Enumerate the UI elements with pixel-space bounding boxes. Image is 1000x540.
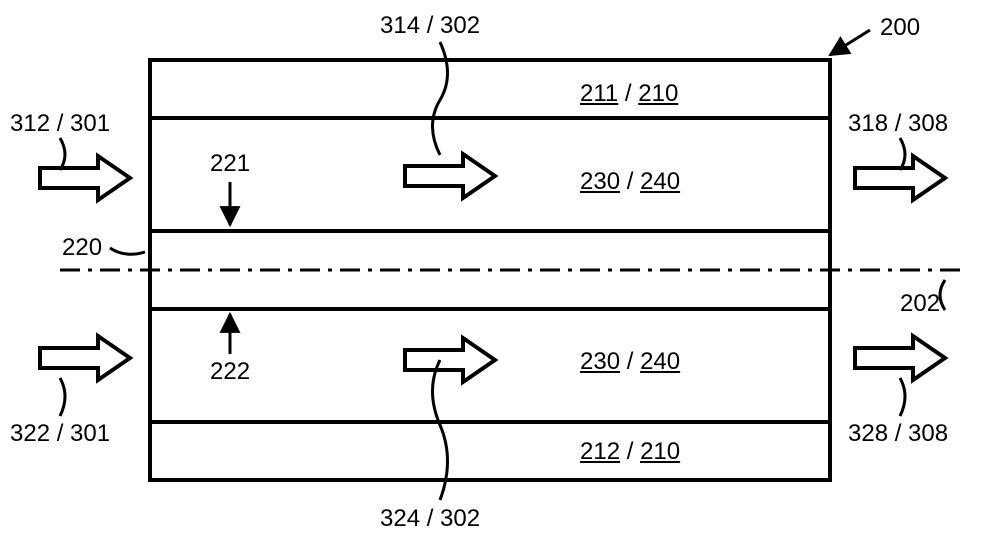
row4-label: 212 / 210 <box>580 438 680 466</box>
row1-a: 211 <box>580 80 618 107</box>
row2-label: 230 / 240 <box>580 168 680 196</box>
row3-label: 230 / 240 <box>580 348 680 376</box>
label-right-upper: 318 / 308 <box>848 110 948 138</box>
label-left-mid: 220 <box>62 234 102 262</box>
row1-label: 211 / 210 <box>580 80 678 108</box>
row3-b: 240 <box>640 348 680 375</box>
arrow-mid-lower-icon <box>405 338 495 382</box>
row1-b: 210 <box>638 80 678 107</box>
leaders <box>60 30 945 500</box>
row3-a: 230 <box>580 348 620 375</box>
arrow-mid-upper-icon <box>405 154 495 198</box>
arrow-right-upper-icon <box>855 156 945 200</box>
label-left-lower: 322 / 301 <box>10 420 110 448</box>
label-221: 221 <box>210 150 250 178</box>
label-right-lower: 328 / 308 <box>848 420 948 448</box>
label-222: 222 <box>210 358 250 386</box>
leader-right-mid <box>940 280 945 310</box>
label-bottom-center: 324 / 302 <box>380 505 480 533</box>
row2-b: 240 <box>640 168 680 195</box>
leader-left-lower <box>60 378 65 416</box>
row4-a: 212 <box>580 438 620 465</box>
block-arrows <box>40 154 945 382</box>
label-right-mid: 202 <box>900 290 940 318</box>
leader-left-mid <box>110 248 145 254</box>
label-top-center: 314 / 302 <box>380 12 480 40</box>
leader-top-right <box>830 30 870 55</box>
label-top-right: 200 <box>880 14 920 42</box>
leader-left-upper <box>60 138 65 170</box>
row2-a: 230 <box>580 168 620 195</box>
diagram-svg <box>0 0 1000 540</box>
label-left-upper: 312 / 301 <box>10 110 110 138</box>
leader-right-lower <box>900 378 905 416</box>
leader-right-upper <box>900 138 905 170</box>
arrow-left-upper-icon <box>40 156 130 200</box>
arrow-left-lower-icon <box>40 336 130 380</box>
row4-b: 210 <box>640 438 680 465</box>
arrow-right-lower-icon <box>855 336 945 380</box>
